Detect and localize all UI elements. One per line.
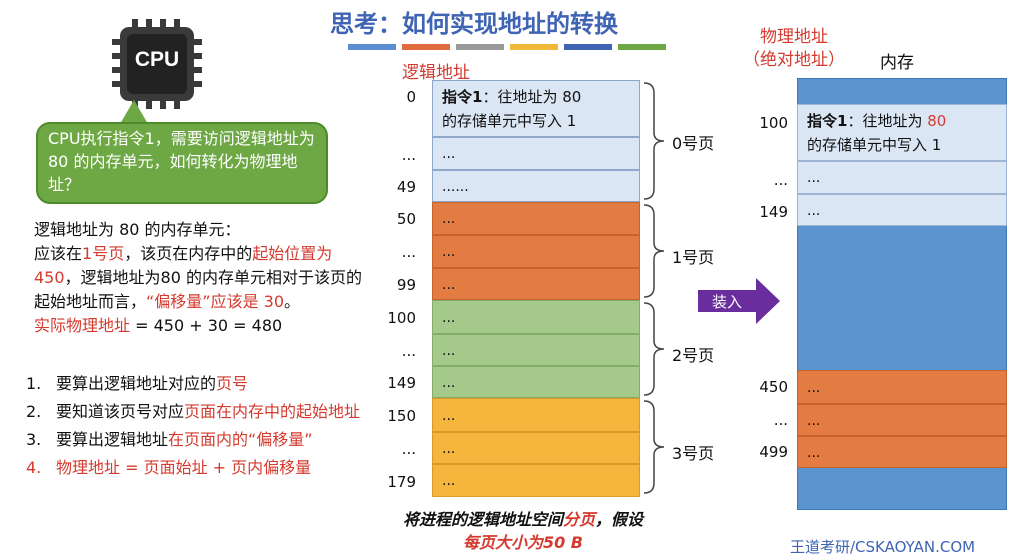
watermark: 王道考研/CSKAOYAN.COM (790, 538, 976, 556)
color-bar (510, 44, 558, 50)
cpu-pin (146, 19, 152, 27)
memory-cell: ... (797, 194, 1007, 226)
step-item: 2. 要知道该页号对应页面在内存中的起始地址 (26, 402, 361, 421)
memory-cell: ... (797, 404, 1007, 436)
logical-address: 150 (387, 407, 416, 425)
cpu-pin (174, 19, 180, 27)
page-label: 2号页 (672, 346, 715, 365)
load-arrow-head (756, 278, 780, 324)
cpu-pin (112, 81, 120, 87)
color-bar (348, 44, 396, 50)
logical-cell: ... (432, 235, 640, 268)
physical-address-formula: 实际物理地址 = 450 + 30 = 480 (34, 316, 283, 335)
logical-cell: ... (432, 398, 640, 432)
logical-cell: ...... (432, 170, 640, 202)
cpu-pin (132, 19, 138, 27)
load-arrow-icon (698, 290, 756, 312)
logical-address: ... (401, 342, 416, 360)
logical-cell: ... (432, 464, 640, 497)
memory-label: 内存 (880, 53, 914, 73)
page-label: 1号页 (672, 248, 715, 267)
cpu-chip-icon: CPU (112, 19, 202, 109)
speech-bubble: CPU执行指令1，需要访问逻辑地址为 80 的内存单元，如何转化为物理地址？ (36, 122, 328, 204)
cpu-pin (112, 39, 120, 45)
logical-address: 49 (396, 178, 416, 196)
memory-cell: 指令1：往地址为 80 的存储单元中写入 1 (797, 104, 1007, 161)
memory-cell: ... (797, 370, 1007, 404)
logical-cell: ... (432, 366, 640, 398)
logical-cell: 指令1：往地址为 80 的存储单元中写入 1 (432, 80, 640, 137)
logical-cell: ... (432, 300, 640, 334)
page-brackets (643, 82, 665, 494)
explanation-text: 逻辑地址为 80 的内存单元： 应该在1号页，该页在内存中的起始位置为 450，… (34, 218, 374, 338)
physical-address: 499 (759, 443, 788, 461)
logical-cell: ... (432, 137, 640, 170)
steps-list: 1. 要算出逻辑地址对应的页号 2. 要知道该页号对应页面在内存中的起始地址 3. 要… (26, 372, 371, 484)
cpu-pin (160, 19, 166, 27)
logical-address: 149 (387, 374, 416, 392)
logical-address: 50 (396, 210, 416, 228)
page-label: 0号页 (672, 134, 715, 153)
color-bar (456, 44, 504, 50)
logical-cell: ... (432, 432, 640, 464)
physical-address: 450 (759, 378, 788, 396)
cpu-pin (194, 81, 202, 87)
cpu-pin (112, 53, 120, 59)
cpu-pin (146, 101, 152, 109)
logical-cell: ... (432, 202, 640, 235)
cpu-pin (194, 39, 202, 45)
color-bar (402, 44, 450, 50)
logical-address: 99 (396, 276, 416, 294)
explanation-line: 逻辑地址为 80 的内存单元： (34, 220, 241, 239)
logical-address: 179 (387, 473, 416, 491)
logical-cell: ... (432, 334, 640, 366)
step-item: 1. 要算出逻辑地址对应的页号 (26, 374, 249, 393)
memory-cell: ... (797, 436, 1007, 468)
instruction-label: 指令1 (807, 112, 848, 130)
cpu-label: CPU (134, 48, 180, 71)
cpu-pin (194, 67, 202, 73)
color-bar (564, 44, 612, 50)
physical-address: 149 (759, 203, 788, 221)
step-item: 3. 要算出逻辑地址在页面内的“偏移量” (26, 430, 313, 449)
step-item: 4. 物理地址 = 页面始址 + 页内偏移量 (26, 458, 312, 477)
memory-cell: ... (797, 161, 1007, 194)
physical-address: 100 (759, 114, 788, 132)
logical-address: ... (401, 146, 416, 164)
logical-address-label: 逻辑地址 (402, 63, 470, 83)
load-arrow-label: 装入 (711, 293, 742, 311)
slide-title: 思考：如何实现地址的转换 (330, 10, 618, 38)
speech-bubble-tail (120, 100, 148, 124)
cpu-pin (160, 101, 166, 109)
cpu-pin (194, 53, 202, 59)
instruction-label: 指令1 (442, 88, 483, 106)
cpu-pin (174, 101, 180, 109)
logical-address: 0 (406, 88, 416, 106)
color-bar (618, 44, 666, 50)
logical-address: 100 (387, 309, 416, 327)
physical-address: ... (773, 411, 788, 429)
physical-address: ... (773, 171, 788, 189)
logical-address: ... (401, 243, 416, 261)
caption: 将进程的逻辑地址空间分页，假设每页大小为50 B (402, 510, 644, 552)
logical-address: ... (401, 440, 416, 458)
page-label: 3号页 (672, 444, 715, 463)
explanation-paragraph: 应该在1号页，该页在内存中的起始位置为 450，逻辑地址为80 的内存单元相对于… (34, 244, 362, 311)
cpu-pin (112, 67, 120, 73)
physical-address-label: 物理地址 （绝对地址） (743, 27, 845, 70)
bracket (643, 82, 665, 494)
logical-cell: ... (432, 268, 640, 300)
